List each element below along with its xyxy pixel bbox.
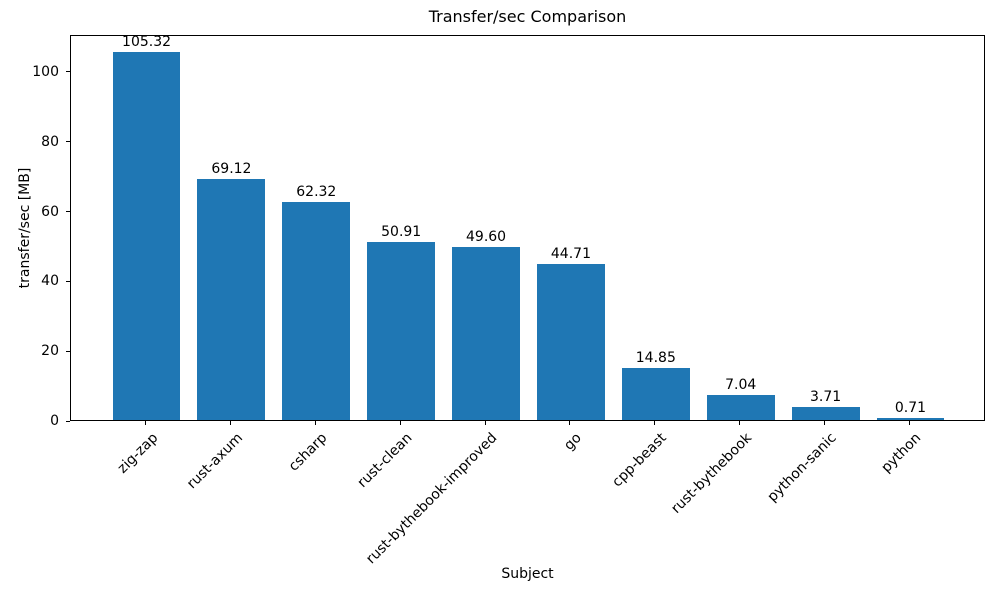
bar-cpp-beast: [621, 368, 690, 420]
x-tick: [229, 421, 231, 425]
y-tick: [66, 211, 70, 213]
bar-zig-zap: [112, 52, 181, 420]
y-tick: [66, 350, 70, 352]
bar-go: [536, 263, 605, 420]
x-tick-label-go: go: [561, 430, 586, 454]
bar-rust-clean: [367, 242, 436, 420]
bar-value-label: 44.71: [550, 245, 591, 262]
x-tick: [824, 421, 826, 425]
plot-area: 105.32 69.12 62.32 50.91 49.60 44.71 14.85 7.04…: [70, 34, 985, 421]
bar-value-label: 14.85: [635, 350, 676, 367]
y-axis-label: transfer/sec [MB]: [17, 167, 33, 289]
bar-value-label: 105.32: [122, 34, 172, 51]
x-tick-label-rust-clean: rust-clean: [354, 430, 416, 491]
bar-rust-bythebook-improved: [452, 246, 520, 420]
bar-value-label: 49.60: [466, 228, 507, 245]
y-tick: [66, 141, 70, 143]
x-tick-label-python-sanic: python-sanic: [764, 430, 840, 506]
x-tick: [399, 421, 401, 425]
x-tick-label-cpp-beast: cpp-beast: [609, 430, 671, 491]
bar-value-label: 0.71: [894, 399, 927, 416]
y-tick-label: 100: [32, 63, 59, 80]
bar-rust-bythebook: [706, 395, 775, 420]
x-tick: [739, 421, 741, 425]
bar-csharp: [282, 202, 351, 420]
y-tick: [66, 71, 70, 73]
y-tick-label: 80: [41, 133, 59, 150]
bar-python-sanic: [791, 407, 860, 420]
y-tick-label: 40: [41, 273, 59, 290]
x-tick-label-python: python: [878, 430, 925, 476]
y-tick: [66, 420, 70, 422]
x-axis-label: Subject: [501, 566, 554, 582]
chart-title: Transfer/sec Comparison: [428, 7, 627, 26]
y-tick-label: 60: [41, 203, 59, 220]
x-tick-label-zig-zap: zig-zap: [114, 430, 161, 477]
bar-value-label: 3.71: [809, 389, 842, 406]
bar-rust-axum: [197, 178, 266, 420]
y-tick-label: 20: [41, 343, 59, 360]
x-tick: [484, 421, 486, 425]
x-tick-label-rust-axum: rust-axum: [183, 430, 246, 493]
x-tick: [569, 421, 571, 425]
y-tick-label: 0: [50, 413, 59, 429]
bar-python: [876, 417, 945, 420]
x-tick-label-csharp: csharp: [285, 430, 331, 475]
x-tick-label-rust-bythebook: rust-bythebook: [668, 430, 756, 517]
x-tick: [314, 421, 316, 425]
x-tick: [654, 421, 656, 425]
bar-value-label: 62.32: [296, 184, 337, 201]
x-tick: [908, 421, 910, 425]
bar-value-label: 50.91: [381, 224, 422, 241]
bar-value-label: 69.12: [211, 160, 252, 177]
bar-value-label: 7.04: [725, 377, 757, 394]
y-tick: [66, 280, 70, 282]
x-tick: [145, 421, 147, 425]
